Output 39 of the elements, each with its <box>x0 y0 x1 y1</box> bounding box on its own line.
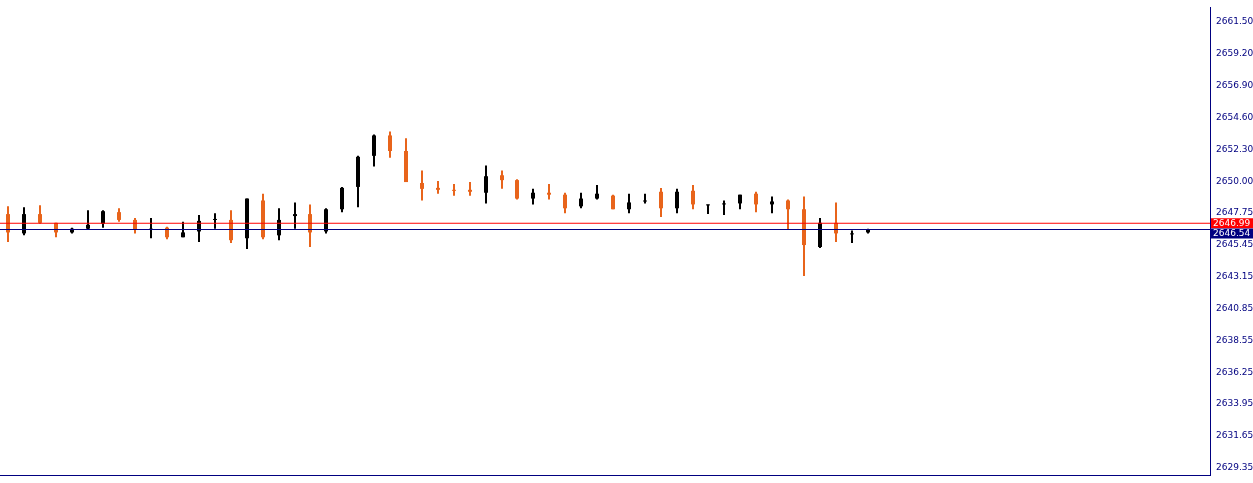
y-tick-label: 2656.90 <box>1216 80 1253 91</box>
y-tick-label: 2631.65 <box>1216 430 1253 441</box>
y-tick-label: 2654.60 <box>1216 112 1253 123</box>
candlestick <box>452 183 456 197</box>
candlestick <box>675 187 679 215</box>
candlestick <box>324 207 328 235</box>
y-tick-label: 2659.20 <box>1216 48 1253 59</box>
candlestick <box>420 169 424 202</box>
candlestick <box>547 183 551 201</box>
y-tick-label: 2638.55 <box>1216 334 1253 345</box>
y-tick-label: 2645.45 <box>1216 238 1253 249</box>
candlestick <box>786 198 790 231</box>
candlestick <box>500 169 504 190</box>
y-tick-label: 2643.15 <box>1216 270 1253 281</box>
ref-line-label: 2646.54 <box>1213 227 1251 238</box>
candlestick <box>850 229 854 245</box>
candlestick <box>627 192 631 215</box>
y-tick-label: 2652.30 <box>1216 143 1253 154</box>
candlestick <box>754 190 758 214</box>
candlestick <box>340 185 344 214</box>
y-tick-label: 2640.85 <box>1216 302 1253 313</box>
y-tick-label: 2650.00 <box>1216 175 1253 186</box>
candlestick <box>563 191 567 215</box>
candlestick <box>659 186 663 219</box>
candlestick <box>293 201 297 230</box>
candlestick <box>706 203 710 216</box>
candlestick <box>388 130 392 159</box>
candlestick <box>722 199 726 217</box>
y-tick-label: 2661.50 <box>1216 16 1253 27</box>
candlestick <box>372 133 376 168</box>
y-tick-label: 2636.25 <box>1216 366 1253 377</box>
y-tick-label: 2629.35 <box>1216 462 1253 473</box>
ref-line-label: 2646.99 <box>1213 217 1251 228</box>
y-tick-label: 2647.75 <box>1216 207 1253 218</box>
candlestick <box>691 183 695 211</box>
candlestick <box>213 212 217 230</box>
candlestick <box>484 164 488 205</box>
candlestick <box>515 178 519 201</box>
y-tick-label: 2633.95 <box>1216 398 1253 409</box>
